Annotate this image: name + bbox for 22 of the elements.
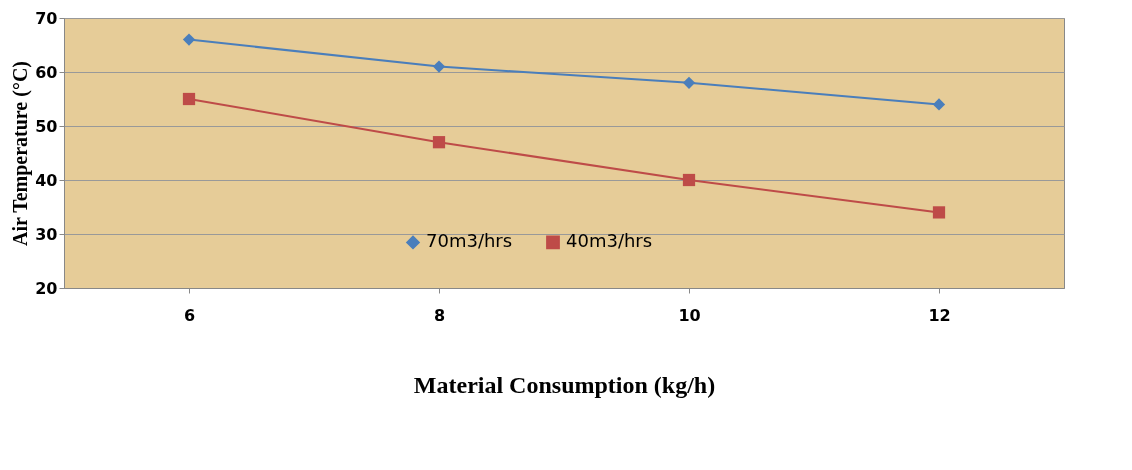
y-tick-label: 60 [35, 62, 58, 82]
point [932, 206, 946, 219]
x-tick-label: 10 [678, 305, 701, 325]
x-tick-label: 12 [928, 305, 951, 325]
x-tick-label: 8 [433, 305, 446, 325]
y-tick-label: 50 [35, 116, 58, 136]
point [682, 76, 696, 89]
point [432, 136, 446, 149]
point [682, 173, 696, 187]
y-tick-label: 70 [35, 8, 58, 28]
y-tick-label: 20 [35, 278, 58, 298]
x-axis-title: Material Consumption (kg/h) [413, 371, 716, 398]
y-tick-label: 30 [35, 224, 58, 244]
legend-label: 70m3/hrs [426, 230, 513, 252]
point [932, 98, 946, 111]
point [182, 92, 196, 106]
y-tick-label: 40 [35, 170, 58, 190]
point [432, 60, 446, 73]
y-axis-title: Air Temperature (°C) [9, 60, 33, 247]
x-tick-label: 6 [183, 305, 196, 325]
legend-label: 40m3/hrs [566, 230, 653, 252]
point [182, 33, 196, 46]
